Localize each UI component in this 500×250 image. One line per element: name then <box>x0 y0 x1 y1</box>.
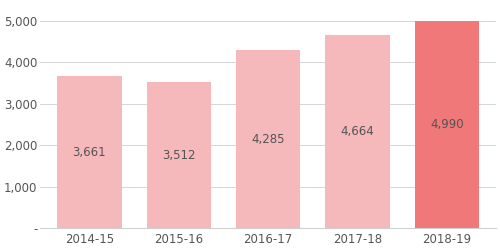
Bar <box>414 21 479 228</box>
Text: 4,664: 4,664 <box>340 125 374 138</box>
Text: 4,285: 4,285 <box>252 133 285 146</box>
Text: 3,661: 3,661 <box>72 146 106 158</box>
Bar <box>236 50 300 228</box>
Bar <box>325 35 390 228</box>
Bar <box>58 76 122 228</box>
Text: 4,990: 4,990 <box>430 118 464 131</box>
Text: 3,512: 3,512 <box>162 149 196 162</box>
Bar <box>146 82 211 228</box>
